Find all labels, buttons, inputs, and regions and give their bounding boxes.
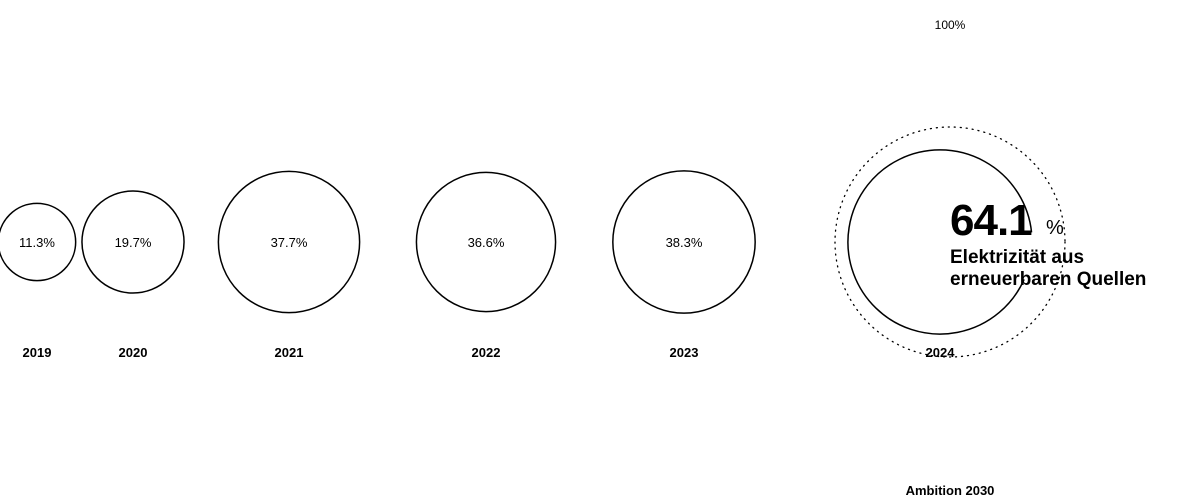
bubble-2021 — [217, 170, 361, 314]
year-label-2019: 2019 — [23, 345, 52, 360]
target-layer — [834, 126, 1066, 358]
year-label-2022: 2022 — [472, 345, 501, 360]
value-label-2020: 19.7% — [115, 235, 152, 250]
highlight-description-line-2: erneuerbaren Quellen — [950, 269, 1146, 290]
highlight-layer: 64.1 % Elektrizität aus erneuerbaren Que… — [950, 196, 1146, 290]
value-label-2022: 36.6% — [468, 235, 505, 250]
bubble-2019 — [0, 202, 77, 282]
bubble-layer — [0, 149, 1033, 335]
target-value-label: 100% — [935, 18, 966, 32]
highlight-value: 64.1 — [950, 196, 1032, 245]
value-label-2023: 38.3% — [666, 235, 703, 250]
highlight-unit: % — [1046, 217, 1064, 239]
highlight-description-line-1: Elektrizität aus — [950, 247, 1084, 268]
bubble-2020 — [81, 190, 185, 294]
bubble-2023 — [612, 170, 756, 314]
target-caption: Ambition 2030 — [906, 483, 995, 498]
value-label-2019: 11.3% — [19, 235, 55, 250]
value-label-2021: 37.7% — [271, 235, 308, 250]
label-layer: 11.3% 2019 19.7% 2020 37.7% 2021 36.6% 2022 38.3… — [19, 235, 955, 360]
year-label-2021: 2021 — [275, 345, 304, 360]
year-label-2024: 2024 — [926, 345, 956, 360]
bubble-2024 — [847, 149, 1033, 335]
bubble-2022 — [415, 171, 557, 313]
target-100-circle — [834, 126, 1066, 358]
target-text-layer: 100% Ambition 2030 — [906, 18, 995, 498]
year-label-2020: 2020 — [119, 345, 148, 360]
year-label-2023: 2023 — [670, 345, 699, 360]
